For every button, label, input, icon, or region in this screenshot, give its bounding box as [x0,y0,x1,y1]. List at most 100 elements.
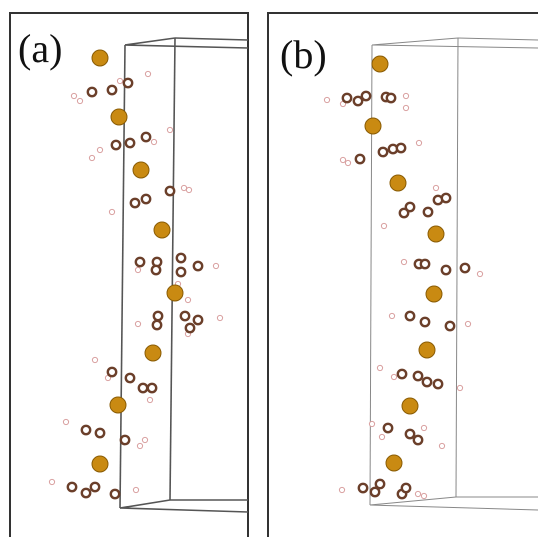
carbon-atom [362,92,370,100]
carbon-atom [139,384,147,392]
metal-atom [92,50,108,66]
hydrogen-atom [379,434,384,439]
hydrogen-atom [92,357,97,362]
hydrogen-atom [135,267,140,272]
metal-atom [372,56,388,72]
carbon-atom [82,426,90,434]
carbon-atom [434,380,442,388]
hydrogen-atom [377,365,382,370]
carbon-atom [414,372,422,380]
hydrogen-atom [89,155,94,160]
hydrogen-atom [77,98,82,103]
hydrogen-atom [401,259,406,264]
carbon-atom [397,144,405,152]
carbon-atom [131,199,139,207]
hydrogen-atom [135,321,140,326]
panel-frame [10,13,248,537]
hydrogen-atom [345,160,350,165]
carbon-atom [398,370,406,378]
hydrogen-atom [185,297,190,302]
hydrogen-atom [71,93,76,98]
metal-atom [167,285,183,301]
carbon-atom [194,316,202,324]
carbon-atom [356,155,364,163]
hydrogen-atom [381,223,386,228]
metal-atom [419,342,435,358]
hydrogen-atom [433,185,438,190]
carbon-atom [442,194,450,202]
carbon-atom [421,260,429,268]
hydrogen-atom [142,437,147,442]
metal-atom [386,455,402,471]
hydrogen-atom [391,374,396,379]
metal-atom [428,226,444,242]
panel-frame [268,13,538,537]
carbon-atom [126,374,134,382]
panel-a: (a) [10,13,248,537]
hydrogen-atom [403,105,408,110]
hydrogen-atom [324,97,329,102]
hydrogen-atom [181,185,186,190]
cell-box [370,38,538,510]
hydrogen-atom [477,271,482,276]
hydrogen-atom [117,78,122,83]
carbon-atom [181,312,189,320]
hydrogen-atom [151,139,156,144]
hydrogen-atom [63,419,68,424]
hydrogen-atom [109,209,114,214]
hydrogen-atom [340,157,345,162]
carbon-atom [423,378,431,386]
carbon-atom [371,488,379,496]
hydrogen-atom [389,313,394,318]
carbon-atom [142,195,150,203]
hydrogen-atom [147,397,152,402]
carbon-atom [424,208,432,216]
panel-label: (b) [280,32,327,77]
carbon-atom [402,484,410,492]
carbon-atom [82,489,90,497]
carbon-atom [387,94,395,102]
hydrogen-atom [421,425,426,430]
carbon-atom [96,429,104,437]
metal-atom [133,162,149,178]
hydrogen-atom [403,93,408,98]
hydrogen-atom [465,321,470,326]
carbon-atom [111,490,119,498]
panel-b: (b) [268,13,538,537]
panel-label: (a) [18,26,62,71]
carbon-atom [68,483,76,491]
carbon-atom [446,322,454,330]
carbon-atom [154,312,162,320]
carbon-atom [442,266,450,274]
metal-atom [390,175,406,191]
hydrogen-atom [167,127,172,132]
carbon-atom [142,133,150,141]
carbon-atom [152,266,160,274]
metal-atom [402,398,418,414]
carbon-atom [406,312,414,320]
carbon-atom [359,484,367,492]
metal-atom [110,397,126,413]
carbon-atom [343,94,351,102]
hydrogen-atom [213,263,218,268]
hydrogen-atom [217,315,222,320]
hydrogen-atom [339,487,344,492]
carbon-atom [461,264,469,272]
hydrogen-atom [133,487,138,492]
carbon-atom [108,86,116,94]
hydrogen-atom [416,140,421,145]
carbon-atom [376,480,384,488]
carbon-atom [148,384,156,392]
metal-atom [426,286,442,302]
metal-atom [154,222,170,238]
carbon-atom [112,141,120,149]
carbon-atom [136,258,144,266]
hydrogen-atom [439,443,444,448]
hydrogen-atom [97,147,102,152]
atoms [324,56,482,499]
carbon-atom [354,97,362,105]
carbon-atom [414,436,422,444]
hydrogen-atom [421,493,426,498]
carbon-atom [194,262,202,270]
carbon-atom [406,430,414,438]
